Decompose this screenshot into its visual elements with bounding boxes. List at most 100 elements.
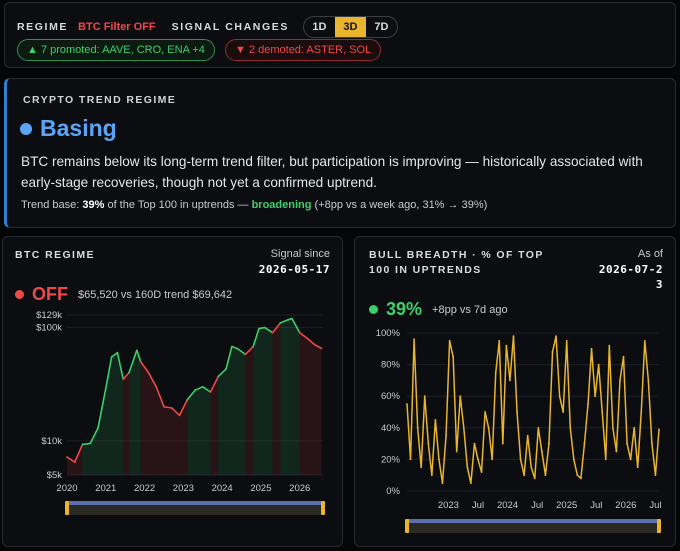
breadth-point: [555, 335, 557, 338]
price-point: [201, 385, 204, 388]
breadth-point: [640, 411, 643, 413]
timeframe-3d-button[interactable]: 3D: [334, 17, 366, 37]
price-segment: [147, 372, 157, 388]
bull-breadth-panel: BULL BREADTH · % OF TOP 100 IN UPTRENDS …: [354, 236, 676, 547]
breadth-point: [643, 340, 646, 342]
regime-title: Basing: [40, 115, 117, 141]
x-tick-label: Jul: [472, 500, 484, 511]
price-segment: [237, 348, 246, 355]
breadth-point: [491, 458, 494, 461]
breadth-point: [658, 428, 660, 431]
promoted-pill[interactable]: ▲ 7 promoted: AAVE, CRO, ENA +4: [17, 39, 215, 61]
breadth-point: [512, 335, 515, 338]
price-point: [271, 331, 274, 334]
price-segment: [122, 372, 130, 380]
regime-fill: [253, 328, 259, 475]
x-tick-label: 2020: [56, 483, 77, 494]
regime-fill: [299, 332, 308, 475]
price-segment: [244, 345, 254, 355]
breadth-change: +8pp vs 7d ago: [432, 303, 508, 316]
x-tick-label: Jul: [590, 500, 602, 511]
breadth-point: [583, 442, 586, 445]
signal-since-date: 2026-05-17: [258, 263, 330, 276]
status-dot-icon: [369, 305, 378, 314]
price-segment: [97, 388, 107, 429]
regime-fill: [315, 345, 322, 475]
breadth-point: [494, 371, 497, 374]
breadth-point: [537, 426, 540, 429]
regime-fill: [82, 443, 91, 475]
y-tick-label: 80%: [381, 360, 401, 371]
x-tick-label: 2025: [250, 483, 271, 494]
breadth-point: [587, 403, 589, 405]
price-point: [155, 385, 158, 388]
breadth-status-row: 39% +8pp vs 7d ago: [369, 299, 508, 320]
x-tick-label: 2023: [438, 500, 459, 511]
regime-description: BTC remains below its long-term trend fi…: [21, 154, 643, 190]
breadth-point: [626, 442, 628, 445]
price-point: [320, 347, 323, 350]
range-handle-left-icon: [405, 519, 409, 533]
regime-fill: [231, 346, 238, 475]
timeframe-1d-button[interactable]: 1D: [312, 21, 327, 33]
breadth-point: [455, 450, 458, 453]
breadth-point: [413, 338, 415, 341]
breadth-point: [505, 344, 508, 347]
y-tick-label: 0%: [386, 486, 400, 497]
breadth-point: [448, 340, 451, 342]
breadth-point: [576, 474, 579, 477]
breadth-point: [647, 379, 650, 382]
breadth-value: 39%: [386, 299, 423, 319]
btc-price-text: $65,520 vs 160D trend $69,642: [78, 288, 233, 301]
breadth-point: [608, 344, 611, 347]
range-handle-right-icon: [657, 519, 661, 533]
breadth-point: [580, 477, 582, 480]
breadth-point: [565, 340, 568, 342]
breadth-point: [509, 379, 511, 382]
price-segment: [82, 442, 91, 446]
price-point: [298, 331, 301, 334]
price-segment: [217, 368, 227, 378]
breadth-point: [459, 395, 462, 398]
breadth-point: [484, 411, 486, 413]
price-segment: [89, 427, 99, 444]
regime-card: CRYPTO TREND REGIME Basing BTC remains b…: [4, 78, 676, 228]
regime-fill: [210, 376, 219, 475]
price-point: [66, 456, 68, 458]
regime-fill: [245, 346, 254, 475]
status-dot-icon: [15, 290, 24, 299]
breadth-point: [619, 379, 621, 382]
y-tick-label: 100%: [376, 328, 401, 339]
as-of-date: 2026-07-23: [598, 263, 663, 291]
breadth-point: [601, 411, 604, 413]
price-point: [104, 387, 107, 390]
signal-bar-row: REGIME BTC Filter OFF SIGNAL CHANGES 1D …: [17, 16, 398, 38]
price-point: [178, 414, 181, 417]
price-point: [139, 360, 142, 363]
regime-status-dot-icon: [20, 122, 32, 135]
breadth-point: [597, 363, 600, 366]
price-segment: [264, 326, 274, 334]
timeframe-7d-button[interactable]: 7D: [374, 21, 389, 33]
regime-title-row: Basing: [20, 115, 117, 142]
breadth-point: [530, 466, 533, 469]
breadth-point: [523, 474, 526, 477]
y-tick-label: $100k: [36, 323, 62, 334]
regime-fill: [202, 386, 211, 475]
regime-eyebrow: CRYPTO TREND REGIME: [23, 94, 177, 106]
breadth-point: [629, 458, 632, 461]
breadth-point: [636, 466, 639, 469]
trend-base-suffix: (+8pp vs a week ago, 31% → 39%): [311, 199, 488, 211]
breadth-chart[interactable]: 100% 80% 60% 40% 20% 0% 2023 Jul 2024 Jul 2025 Jul 2…: [355, 325, 675, 547]
demoted-pill[interactable]: ▼ 2 demoted: ASTER, SOL: [225, 39, 382, 61]
price-point: [314, 344, 317, 346]
regime-fill: [264, 327, 273, 475]
btc-price-chart[interactable]: $129k $100k $10k $5k 2020 2021 2022 2023 2024 202…: [3, 307, 342, 547]
breadth-point: [544, 474, 547, 477]
price-point: [81, 443, 84, 446]
price-point: [236, 347, 239, 350]
as-of-block: As of 2026-07-23: [593, 247, 663, 292]
breadth-point: [622, 355, 625, 358]
breadth-point: [516, 411, 518, 413]
breadth-point: [558, 395, 561, 398]
